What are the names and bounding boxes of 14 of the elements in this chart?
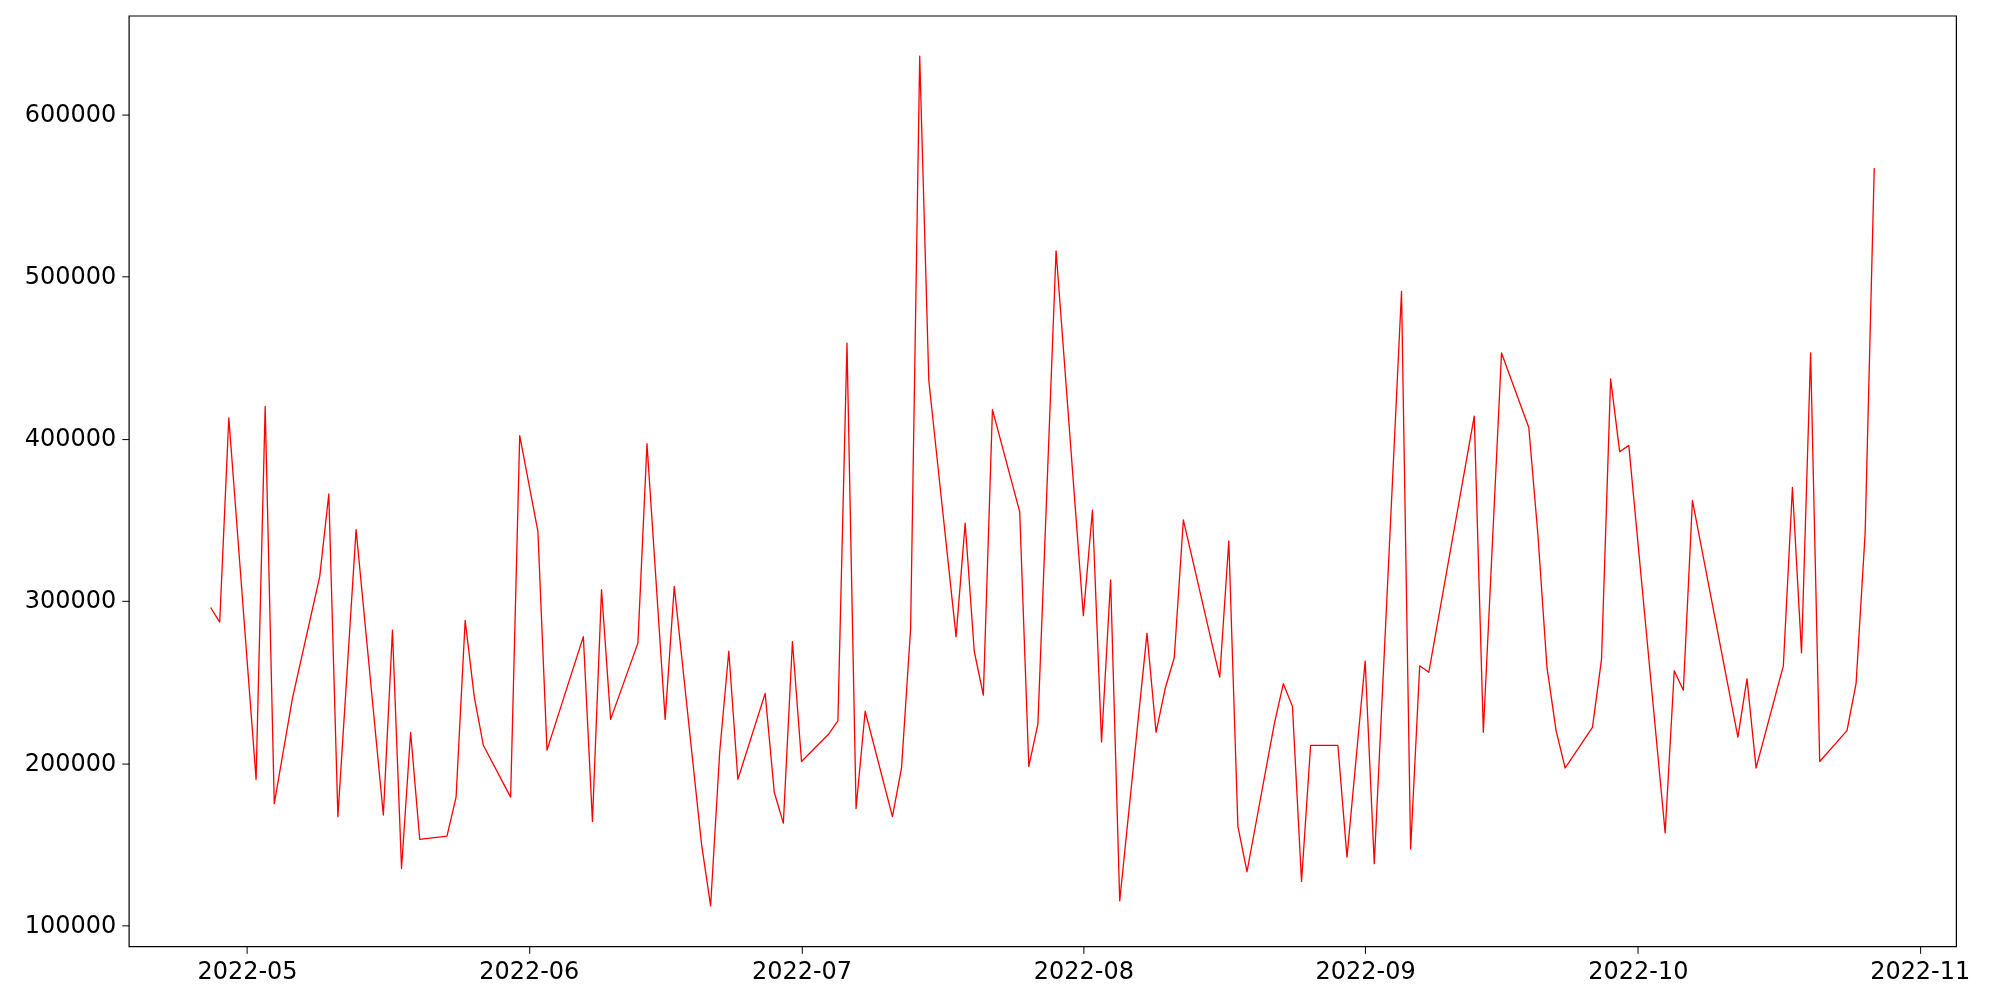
y-tick-label: 600000	[24, 100, 117, 129]
x-tick-label: 2022-05	[197, 956, 298, 985]
x-tick-label: 2022-06	[479, 956, 580, 985]
y-tick-label: 200000	[24, 748, 117, 777]
x-tick-label: 2022-09	[1315, 956, 1416, 985]
y-tick-label: 500000	[24, 262, 117, 291]
x-tick-label: 2022-11	[1870, 956, 1971, 985]
line-series	[209, 55, 1875, 907]
y-tick-label: 100000	[24, 910, 117, 939]
y-tick-label: 300000	[24, 586, 117, 615]
x-tick-label: 2022-07	[751, 956, 853, 985]
y-tick-label: 400000	[24, 424, 117, 453]
x-tick-label: 2022-10	[1588, 956, 1689, 985]
x-tick-label: 2022-08	[1033, 956, 1134, 985]
